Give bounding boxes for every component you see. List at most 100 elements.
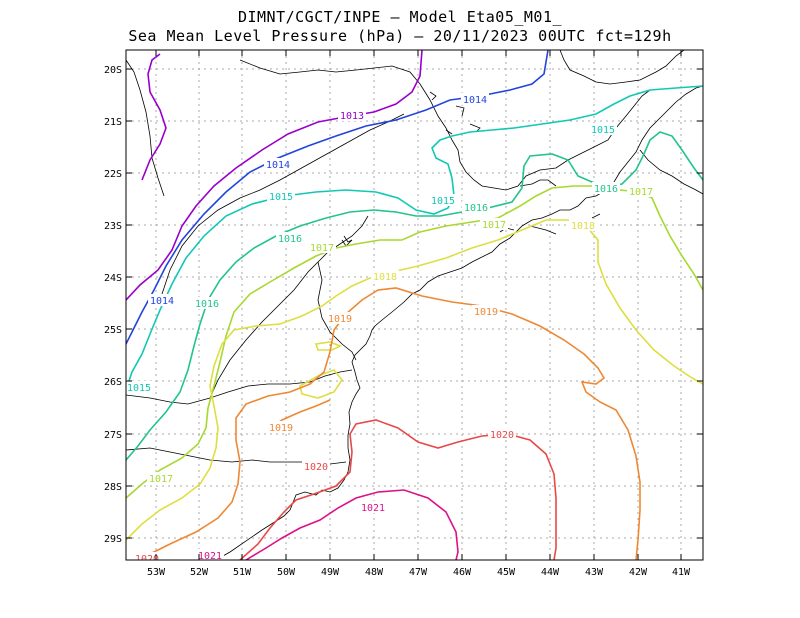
isobar-1013-left	[141, 53, 167, 181]
isobar-label: 1014	[266, 160, 290, 171]
isobar-1020	[238, 419, 557, 560]
isobar-label: 1016	[195, 299, 219, 310]
isobar-label-bg	[267, 190, 295, 202]
isobar-label-bg	[326, 312, 354, 324]
isobar-1017	[126, 185, 703, 499]
plot-frame	[125, 49, 704, 561]
map-subtitle: Sea Mean Level Pressure (hPa) — 20/11/20…	[128, 27, 672, 45]
isobar-label: 1017	[149, 474, 173, 485]
lat-tick-label: 23S	[104, 221, 122, 232]
lon-tick-label: 44W	[541, 567, 560, 578]
isobar-label: 1014	[463, 95, 487, 106]
isobar-label: 1021	[198, 551, 222, 562]
coastline-borders	[126, 50, 703, 560]
isobar-label: 1015	[431, 196, 455, 207]
lon-tick-label: 41W	[672, 567, 691, 578]
lat-tick-label: 25S	[104, 325, 122, 336]
coastline-south	[214, 509, 291, 560]
isobar-label-bg	[371, 270, 399, 282]
lat-tick-label: 22S	[104, 169, 122, 180]
isobar-label: 1017	[629, 187, 653, 198]
state-border-8	[559, 50, 685, 85]
isobar-label: 1020	[135, 554, 159, 565]
isobar-1019	[138, 287, 641, 560]
state-border-9	[639, 149, 703, 195]
isobar-label-bg	[264, 158, 292, 170]
lat-tick-label: 26S	[104, 377, 122, 388]
lon-tick-label: 50W	[277, 567, 296, 578]
grid-lines	[126, 50, 703, 560]
isobar-label: 1019	[269, 423, 293, 434]
lat-tick-label: 24S	[104, 273, 122, 284]
lon-tick-label: 51W	[233, 567, 252, 578]
isobar-label-bg	[133, 552, 161, 560]
lat-tick-label: 20S	[104, 65, 122, 76]
lon-tick-label: 53W	[147, 567, 166, 578]
isobar-label: 1020	[490, 430, 514, 441]
isobar-label-bg	[338, 109, 366, 121]
isobar-label-bg	[359, 501, 387, 513]
lon-tick-label: 43W	[585, 567, 604, 578]
isobar-label-bg	[276, 232, 304, 244]
isobar-label-bg	[461, 93, 489, 105]
isobar-label: 1016	[278, 234, 302, 245]
isobar-label: 1015	[269, 192, 293, 203]
isobar-label: 1013	[340, 111, 364, 122]
isobar-label-bg	[480, 218, 508, 230]
isobar-label: 1017	[482, 220, 506, 231]
isobars	[126, 50, 703, 560]
isobar-label: 1015	[591, 125, 615, 136]
islands	[429, 91, 481, 135]
lon-tick-label: 42W	[629, 567, 648, 578]
isobar-label-bg	[148, 294, 176, 306]
isobar-1018	[126, 219, 703, 541]
state-border-10	[126, 59, 165, 197]
isobar-label-bg	[589, 123, 617, 135]
isobar-1014	[126, 50, 549, 345]
isobar-label: 1014	[150, 296, 174, 307]
axis-ticks	[126, 50, 703, 560]
lat-tick-label: 28S	[104, 482, 122, 493]
lat-tick-label: 21S	[104, 117, 122, 128]
isobar-label-bg	[462, 201, 490, 213]
isobar-labels: 1013 1014 1014 1014 1015 1015 1015 1015 1016 1016…	[126, 93, 655, 565]
isobar-label: 1016	[594, 184, 618, 195]
isobar-label-bg	[429, 194, 457, 206]
isobar-label-bg	[488, 428, 516, 440]
lon-tick-label: 49W	[321, 567, 340, 578]
isobar-label-bg	[196, 549, 224, 560]
isobar-label-bg	[627, 185, 655, 197]
isobar-label: 1019	[474, 307, 498, 318]
isobar-label-bg	[472, 305, 500, 317]
lon-tick-label: 47W	[409, 567, 428, 578]
isobar-label: 1019	[328, 314, 352, 325]
isobar-label-bg	[592, 182, 620, 194]
isobar-1018-blob	[314, 341, 342, 351]
axis-tick-labels: 20S 21S 22S 23S 24S 25S 26S 27S 28S 29S 53W 52W 51W 5…	[104, 65, 691, 578]
isobar-label: 1021	[361, 503, 385, 514]
lat-tick-label: 29S	[104, 534, 122, 545]
lat-tick-label: 27S	[104, 430, 122, 441]
lon-tick-label: 48W	[365, 567, 384, 578]
isobar-label: 1020	[304, 462, 328, 473]
state-border-3	[209, 215, 369, 399]
map-title: DIMNT/CGCT/INPE — Model Eta05_M01_	[237, 8, 563, 26]
isobar-label-bg	[126, 381, 153, 393]
state-border-5	[159, 113, 405, 301]
isobar-1021	[244, 489, 459, 560]
isobar-1013	[126, 50, 423, 301]
lon-tick-label: 52W	[190, 567, 209, 578]
isobar-label-bg	[569, 219, 597, 231]
isobar-label: 1016	[464, 203, 488, 214]
coastline	[289, 85, 703, 511]
state-border-1	[126, 369, 353, 405]
isobar-label: 1015	[127, 383, 151, 394]
river-1	[341, 235, 353, 247]
isobar-label: 1018	[571, 221, 595, 232]
isobar-label: 1017	[310, 243, 334, 254]
isobar-label-bg	[193, 297, 221, 309]
state-border-6	[239, 59, 421, 85]
lon-tick-label: 46W	[453, 567, 472, 578]
isobar-label-bg	[147, 472, 175, 484]
state-border-4	[317, 261, 357, 361]
